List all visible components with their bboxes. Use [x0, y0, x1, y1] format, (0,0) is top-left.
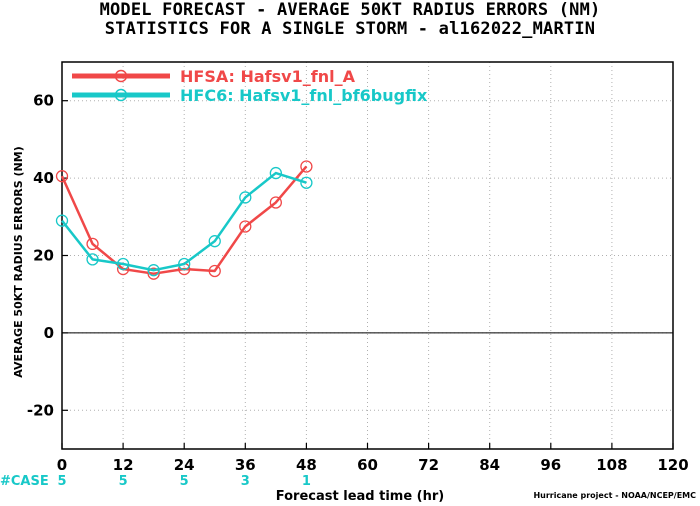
x-tick-label: 12: [113, 456, 134, 474]
y-tick-label: -20: [27, 401, 54, 419]
x-tick-label: 24: [174, 456, 195, 474]
data-point: [239, 191, 252, 204]
grid-lines: [61, 62, 674, 449]
legend-label: HFSA: Hafsv1_fnl_A: [180, 67, 356, 86]
x-tick-label: 84: [479, 456, 500, 474]
y-axis-label: AVERAGE 50KT RADIUS ERRORS (NM): [12, 146, 25, 377]
axes: 0 12 24 36 48 60 72 84 96 108 120 -20 0 20 40 60: [27, 92, 689, 474]
credit-text: Hurricane project - NOAA/NCEP/EMC: [533, 491, 696, 500]
data-point: [55, 214, 69, 227]
case-count: 1: [302, 474, 311, 489]
x-tick-label: 120: [657, 456, 688, 474]
legend-label: HFC6: Hafsv1_fnl_bf6bugfix: [180, 86, 428, 105]
data-point: [147, 264, 160, 277]
case-counts: 5 5 5 3 1: [57, 474, 310, 489]
data-point: [116, 257, 130, 271]
data-point: [208, 235, 221, 248]
data-point: [300, 160, 313, 173]
case-count-label: #CASE: [0, 474, 49, 489]
data-point: [300, 176, 313, 189]
x-tick-label: 72: [418, 456, 439, 474]
data-point: [178, 257, 191, 271]
chart-title-line2: STATISTICS FOR A SINGLE STORM - al162022…: [104, 19, 596, 39]
data-point: [269, 196, 283, 209]
case-count: 3: [241, 474, 250, 489]
data-series: [55, 160, 313, 280]
x-tick-label: 96: [540, 456, 561, 474]
x-tick-label: 0: [57, 456, 67, 474]
y-tick-label: 0: [44, 324, 54, 342]
data-point: [239, 220, 252, 233]
series-2: [55, 166, 313, 277]
x-tick-label: 48: [296, 456, 317, 474]
data-point: [86, 237, 99, 251]
data-point: [269, 166, 283, 180]
chart-title-line1: MODEL FORECAST - AVERAGE 50KT RADIUS ERR…: [99, 0, 601, 20]
x-axis-label: Forecast lead time (hr): [276, 489, 444, 504]
series-line: [61, 171, 307, 272]
x-tick-label: 108: [596, 456, 627, 474]
y-tick-label: 20: [33, 247, 54, 265]
y-tick-label: 60: [33, 92, 54, 110]
case-count: 5: [119, 474, 128, 489]
data-point: [147, 267, 160, 280]
x-tick-label: 36: [235, 456, 256, 474]
data-point: [55, 170, 69, 183]
legend-swatch-marker: [114, 69, 128, 83]
data-point: [208, 264, 221, 278]
x-tick-label: 60: [357, 456, 378, 474]
legend-swatch-marker: [114, 88, 128, 102]
case-count: 5: [180, 474, 189, 489]
y-tick-label: 40: [33, 169, 54, 187]
data-point: [86, 253, 99, 266]
case-count: 5: [57, 474, 66, 489]
